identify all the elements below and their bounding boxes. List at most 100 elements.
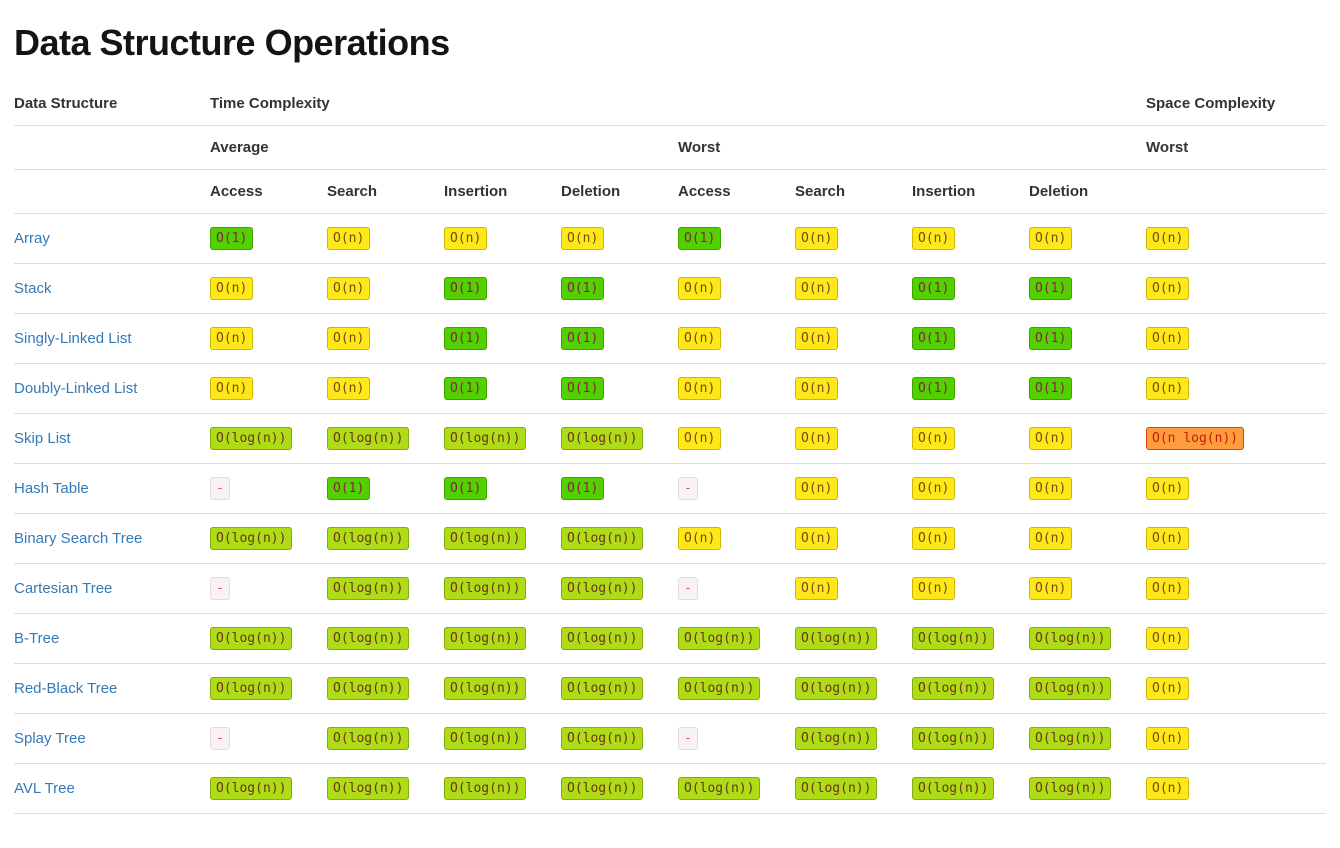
table-body: Array O(1) O(n) O(n) O(n) O(1) O(n) O(n) O(n) O(n… <box>14 213 1326 814</box>
complexity-badge: O(log(n)) <box>1029 627 1112 650</box>
col-header-space-worst: Worst <box>1146 125 1326 170</box>
complexity-badge: O(n) <box>1029 427 1073 450</box>
complexity-cell: O(1) <box>912 263 1029 314</box>
complexity-cell: O(log(n)) <box>444 613 561 664</box>
datastructure-link[interactable]: Skip List <box>14 429 71 447</box>
complexity-cell: O(n) <box>795 263 912 314</box>
complexity-badge: O(1) <box>912 327 956 350</box>
complexity-badge: O(1) <box>561 277 605 300</box>
complexity-cell: O(log(n)) <box>561 763 678 814</box>
complexity-cell: O(log(n)) <box>444 663 561 714</box>
complexity-badge: O(1) <box>327 477 371 500</box>
table-row: Hash Table - O(1) O(1) O(1) - O(n) O(n) O(n) O(n) <box>14 463 1326 514</box>
datastructure-link[interactable]: Stack <box>14 279 52 297</box>
complexity-cell: O(log(n)) <box>1029 763 1147 814</box>
complexity-cell: O(log(n)) <box>678 763 795 814</box>
complexity-badge: O(n) <box>1029 477 1073 500</box>
complexity-badge: O(n) <box>1146 377 1190 400</box>
complexity-badge: O(1) <box>561 327 605 350</box>
datastructure-link[interactable]: Hash Table <box>14 479 89 497</box>
complexity-cell: O(log(n)) <box>795 713 912 764</box>
complexity-badge: O(n) <box>1029 577 1073 600</box>
datastructure-link[interactable]: Cartesian Tree <box>14 579 113 597</box>
complexity-badge: O(n) <box>210 327 254 350</box>
complexity-cell: O(1) <box>561 263 678 314</box>
complexity-badge: O(log(n)) <box>327 727 410 750</box>
datastructure-name-cell: Hash Table <box>14 463 210 514</box>
complexity-cell: O(n) <box>678 363 795 414</box>
complexity-badge: O(log(n)) <box>795 777 878 800</box>
complexity-cell: O(n) <box>795 213 912 264</box>
complexity-badge: O(n log(n)) <box>1146 427 1245 450</box>
complexity-badge: O(n) <box>795 577 839 600</box>
complexity-cell: O(n) <box>1146 613 1326 664</box>
complexity-badge: O(n) <box>912 477 956 500</box>
complexity-badge: O(log(n)) <box>795 727 878 750</box>
complexity-cell: O(log(n)) <box>561 413 678 464</box>
datastructure-link[interactable]: Red-Black Tree <box>14 679 118 697</box>
complexity-cell: O(n) <box>210 313 327 364</box>
table-row: Stack O(n) O(n) O(1) O(1) O(n) O(n) O(1) O(1) O(n… <box>14 263 1326 314</box>
datastructure-name-cell: Skip List <box>14 413 210 464</box>
complexity-cell: O(log(n)) <box>561 663 678 714</box>
datastructure-name-cell: AVL Tree <box>14 763 210 814</box>
complexity-badge: - <box>678 727 698 750</box>
complexity-badge: O(n) <box>1146 277 1190 300</box>
complexity-cell: O(1) <box>444 263 561 314</box>
complexity-cell: O(log(n)) <box>561 713 678 764</box>
complexity-cell: O(log(n)) <box>912 613 1029 664</box>
complexity-cell: O(n) <box>912 563 1029 614</box>
complexity-cell: O(n) <box>1029 213 1147 264</box>
complexity-badge: O(log(n)) <box>561 677 644 700</box>
complexity-badge: O(log(n)) <box>561 427 644 450</box>
complexity-badge: O(log(n)) <box>444 677 527 700</box>
complexity-badge: O(1) <box>444 477 488 500</box>
datastructure-link[interactable]: Array <box>14 229 50 247</box>
table-row: Red-Black Tree O(log(n)) O(log(n)) O(log(n)… <box>14 663 1326 714</box>
datastructure-link[interactable]: B-Tree <box>14 629 60 647</box>
header-group-row: Data Structure Time Complexity Space Com… <box>14 82 1326 126</box>
complexity-badge: O(n) <box>678 277 722 300</box>
complexity-badge: O(n) <box>1029 227 1073 250</box>
complexity-badge: O(1) <box>561 377 605 400</box>
complexity-badge: O(log(n)) <box>210 427 293 450</box>
complexity-badge: O(n) <box>678 527 722 550</box>
complexity-cell: O(n) <box>327 363 444 414</box>
col-header-space-complexity: Space Complexity <box>1146 82 1326 126</box>
complexity-badge: O(n) <box>912 227 956 250</box>
complexity-badge: O(n) <box>912 527 956 550</box>
complexity-badge: O(1) <box>444 277 488 300</box>
table-head: Data Structure Time Complexity Space Com… <box>14 82 1326 214</box>
datastructure-name-cell: Splay Tree <box>14 713 210 764</box>
complexity-badge: O(n) <box>795 427 839 450</box>
complexity-badge: O(1) <box>561 477 605 500</box>
complexity-badge: O(log(n)) <box>912 677 995 700</box>
datastructure-link[interactable]: AVL Tree <box>14 779 75 797</box>
complexity-badge: O(log(n)) <box>444 727 527 750</box>
complexity-cell: O(n) <box>1029 513 1147 564</box>
complexity-cell: O(n) <box>795 413 912 464</box>
complexity-cell: O(1) <box>444 313 561 364</box>
complexity-cell: O(log(n)) <box>210 613 327 664</box>
complexity-badge: O(log(n)) <box>444 627 527 650</box>
complexity-badge: O(n) <box>795 477 839 500</box>
complexity-cell: O(log(n)) <box>327 663 444 714</box>
complexity-badge: - <box>678 577 698 600</box>
complexity-cell: O(n) <box>1146 663 1326 714</box>
complexity-cell: O(log(n)) <box>561 513 678 564</box>
complexity-badge: O(log(n)) <box>795 627 878 650</box>
complexity-cell: O(n) <box>678 263 795 314</box>
complexity-cell: O(log(n)) <box>1029 663 1147 714</box>
complexity-cell: O(n) <box>912 413 1029 464</box>
datastructure-link[interactable]: Singly-Linked List <box>14 329 132 347</box>
complexity-badge: O(n) <box>912 577 956 600</box>
complexity-cell: O(1) <box>444 463 561 514</box>
datastructure-link[interactable]: Binary Search Tree <box>14 529 143 547</box>
complexity-badge: O(log(n)) <box>561 577 644 600</box>
datastructure-name-cell: Binary Search Tree <box>14 513 210 564</box>
datastructure-link[interactable]: Splay Tree <box>14 729 86 747</box>
complexity-cell: O(n) <box>327 313 444 364</box>
complexity-cell: O(log(n)) <box>678 663 795 714</box>
datastructure-link[interactable]: Doubly-Linked List <box>14 379 138 397</box>
datastructure-name-cell: Singly-Linked List <box>14 313 210 364</box>
